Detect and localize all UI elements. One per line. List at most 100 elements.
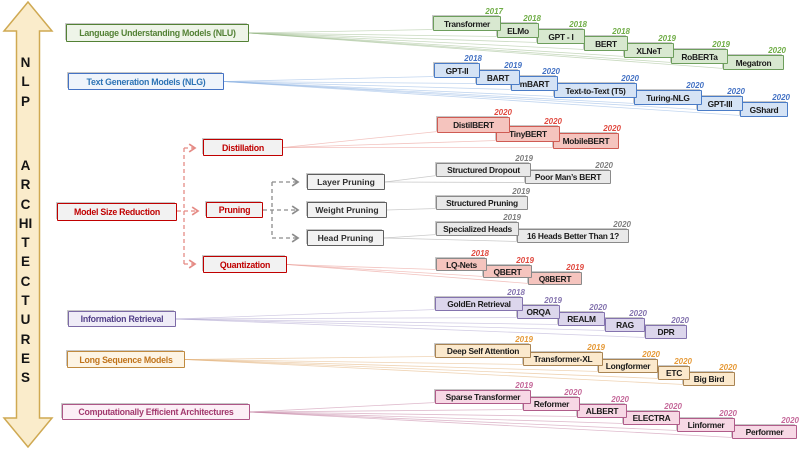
model-label: Linformer (687, 420, 725, 430)
model-label: Transformer (443, 18, 491, 29)
model-year: 2018 (507, 288, 525, 297)
fan-connector-line (383, 237, 519, 242)
model-year: 2020 (494, 108, 512, 117)
category-pruning: Pruning (206, 202, 263, 218)
fan-connector-line (282, 140, 498, 148)
fan-connector-line (175, 318, 607, 331)
model-label: Turing-NLG (646, 92, 690, 103)
model-label: DPR (657, 327, 675, 337)
category-label: Language Understanding Models (NLU) (79, 28, 236, 38)
model-year: 2017 (485, 7, 503, 16)
model-label: Poor Man’s BERT (534, 172, 602, 182)
model-year: 2020 (719, 363, 737, 372)
model-year: 2020 (611, 395, 629, 404)
category-label: Computationally Efficient Architectures (78, 407, 234, 417)
category-label: Quantization (219, 259, 271, 270)
fan-connector-line (249, 411, 625, 424)
model-year: 2020 (719, 409, 737, 418)
model-year: 2020 (603, 124, 621, 133)
model-label: Deep Self Attention (446, 346, 520, 356)
model-label: Longformer (605, 361, 651, 371)
fan-connector-line (223, 81, 478, 84)
model-16-heads-better-than-1: 2020 16 Heads Better Than 1? (517, 220, 631, 243)
arrow-label-architectures: ARCHITECTURES (18, 158, 33, 386)
fan-connector-line (223, 81, 513, 90)
fan-connector-line (248, 29, 435, 34)
model-lq-nets: 2018 LQ-Nets (436, 249, 489, 271)
fan-connector-line (249, 411, 579, 417)
arrow-label-nlp: NLP (20, 55, 31, 109)
model-tinybert: 2020 TinyBERT (496, 117, 562, 142)
model-year: 2019 (515, 154, 533, 163)
model-year: 2019 (504, 61, 522, 70)
model-year: 2018 (523, 14, 541, 23)
model-year: 2020 (542, 67, 560, 76)
model-year: 2020 (613, 220, 631, 229)
double-arrow-shape (2, 1, 54, 448)
subcategory-label: Layer Pruning (317, 177, 375, 187)
fan-connector-line (223, 76, 436, 82)
fan-connector-line (384, 175, 438, 183)
model-year: 2020 (642, 350, 660, 359)
model-reformer: 2020 Reformer (523, 388, 582, 411)
model-label: ELECTRA (632, 413, 671, 423)
model-year: 2020 (595, 161, 613, 170)
category-label: Pruning (218, 205, 251, 215)
model-label: Megatron (735, 57, 772, 68)
model-poor-mans-bert: 2020 Poor Man’s BERT (525, 161, 613, 184)
model-year: 2020 (772, 93, 790, 102)
fan-connector-line (175, 318, 560, 325)
model-label: LQ-Nets (446, 259, 477, 270)
nlp-architectures-arrow (2, 1, 54, 448)
model-label: RAG (616, 320, 634, 330)
fan-connector-line (175, 317, 519, 320)
model-specialized-heads: 2019 Specialized Heads (436, 213, 521, 236)
model-bert: 2018 BERT (584, 27, 630, 51)
model-t5: 2020 Text-to-Text (T5) (554, 74, 639, 98)
model-elmo: 2018 ELMo (497, 14, 541, 38)
category-label: Long Sequence Models (79, 354, 173, 365)
model-year: 2019 (658, 34, 676, 43)
model-qbert: 2019 QBERT (483, 256, 534, 278)
model-label: GShard (749, 104, 779, 115)
model-gpt-3: 2020 GPT-III (697, 87, 745, 111)
subcategory-head-pruning: Head Pruning (307, 230, 384, 246)
model-label: GPT - I (548, 31, 574, 42)
model-label: Big Bird (693, 374, 725, 384)
category-distillation: Distillation (203, 139, 283, 156)
model-label: QBERT (493, 266, 522, 277)
category-text-generation-models: Text Generation Models (NLG) (68, 73, 224, 90)
model-label: ETC (666, 368, 682, 378)
model-bart: 2019 BART (476, 61, 522, 85)
model-linformer: 2020 Linformer (677, 409, 737, 432)
model-year: 2019 (503, 213, 521, 222)
model-label: ELMo (507, 25, 529, 36)
model-year: 2018 (471, 249, 489, 258)
fan-connector-line (184, 359, 525, 365)
model-label: XLNeT (636, 45, 662, 56)
model-label: MobileBERT (562, 136, 610, 146)
model-distilbert: 2020 DistilBERT (437, 108, 512, 133)
model-gpt-2: 2018 GPT-II (434, 54, 482, 78)
category-computationally-efficient-architectures: Computationally Efficient Architectures (62, 404, 250, 420)
model-etc: 2020 ETC (658, 357, 692, 380)
category-long-sequence-models: Long Sequence Models (67, 351, 185, 368)
category-label: Text Generation Models (NLG) (86, 76, 206, 87)
model-orqa: 2019 ORQA (517, 296, 562, 319)
model-label: GoldEn Retrieval (447, 299, 511, 309)
model-label: Structured Dropout (447, 165, 520, 175)
model-label: Transformer-XL (533, 354, 593, 364)
model-big-bird: 2020 Big Bird (683, 363, 737, 386)
model-q8bert: 2019 Q8BERT (528, 263, 584, 285)
category-quantization: Quantization (203, 256, 287, 273)
model-label: DistilBERT (453, 120, 494, 130)
fan-connector-line (282, 131, 439, 148)
subcategory-label: Head Pruning (317, 233, 374, 243)
category-label: Distillation (222, 142, 264, 153)
model-label: 16 Heads Better Than 1? (527, 231, 619, 241)
model-electra: 2020 ELECTRA (623, 402, 682, 425)
model-roberta: 2019 RoBERTa (671, 40, 730, 64)
model-label: BART (486, 72, 510, 83)
model-year: 2020 (674, 357, 692, 366)
